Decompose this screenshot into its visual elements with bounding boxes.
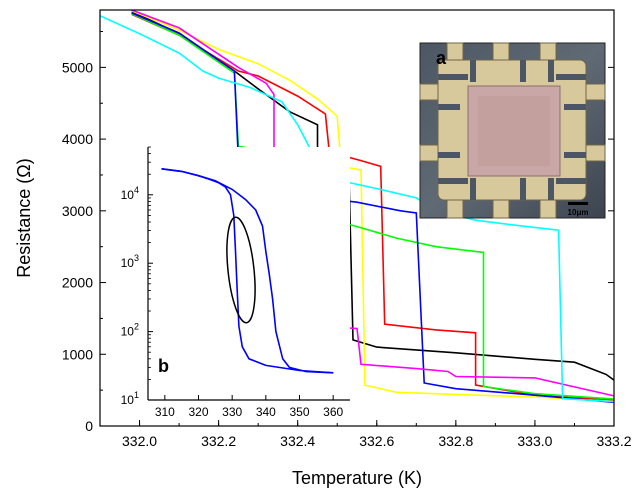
inset-y-tick-label: 101	[121, 390, 139, 407]
inset-b-ellipse	[226, 216, 256, 324]
inset-b-letter: b	[158, 356, 169, 376]
main-y-tick-label: 0	[85, 418, 93, 434]
main-y-tick-label: 1000	[62, 346, 93, 362]
inset-a-letter: a	[436, 48, 447, 68]
inset-x-tick-label: 330	[222, 405, 242, 419]
inset-y-tick-label: 103	[121, 253, 139, 270]
main-axis-frame	[99, 9, 615, 427]
inset-b: 310 320 330 340 350 360 101 102 103 104 b	[121, 146, 350, 419]
y-axis-label: Resistance (Ω)	[14, 158, 34, 278]
main-series-line-3	[131, 10, 614, 403]
inset-x-tick-label: 340	[256, 405, 276, 419]
inset-x-tick-label: 350	[289, 405, 309, 419]
main-y-tick-label: 3000	[62, 203, 93, 219]
scalebar-label: 10μm	[568, 208, 589, 217]
main-series-line-2	[131, 13, 614, 401]
inset-a-photo: 10μm a	[419, 42, 606, 219]
inset-x-tick-label: 360	[323, 405, 343, 419]
inset-series-line-2	[161, 168, 334, 374]
main-x-tick-label: 333.2	[596, 433, 631, 449]
main-x-tick-label: 332.2	[201, 433, 236, 449]
inset-y-tick-label: 104	[121, 185, 139, 202]
main-x-tick-label: 332.4	[280, 433, 315, 449]
inset-y-tick-label: 102	[121, 322, 139, 339]
main-x-tick-label: 333.0	[517, 433, 552, 449]
main-y-tick-label: 2000	[62, 275, 93, 291]
inset-b-background	[148, 147, 350, 400]
scalebar	[568, 202, 588, 205]
main-x-tick-label: 332.8	[438, 433, 473, 449]
main-x-tick-label: 332.0	[122, 433, 157, 449]
main-y-tick-label: 5000	[62, 59, 93, 75]
main-y-tick-label: 4000	[62, 131, 93, 147]
main-x-tick-label: 332.6	[359, 433, 394, 449]
inset-x-tick-label: 310	[155, 405, 175, 419]
inset-x-tick-label: 320	[188, 405, 208, 419]
x-axis-label: Temperature (K)	[292, 468, 422, 488]
